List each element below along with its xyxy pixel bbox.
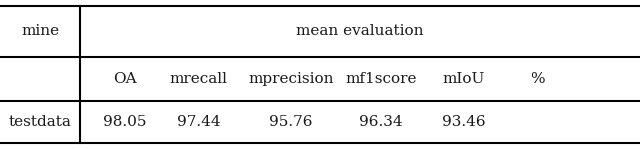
Text: mIoU: mIoU <box>443 72 485 86</box>
Text: mrecall: mrecall <box>170 72 227 86</box>
Text: mine: mine <box>21 24 59 38</box>
Text: 98.05: 98.05 <box>103 115 147 129</box>
Text: 93.46: 93.46 <box>442 115 486 129</box>
Text: 97.44: 97.44 <box>177 115 220 129</box>
Text: %: % <box>531 72 545 86</box>
Text: mean evaluation: mean evaluation <box>296 24 424 38</box>
Text: 95.76: 95.76 <box>269 115 313 129</box>
Text: 96.34: 96.34 <box>359 115 403 129</box>
Text: mf1score: mf1score <box>345 72 417 86</box>
Text: mprecision: mprecision <box>248 72 334 86</box>
Text: testdata: testdata <box>8 115 72 129</box>
Text: OA: OA <box>113 72 136 86</box>
